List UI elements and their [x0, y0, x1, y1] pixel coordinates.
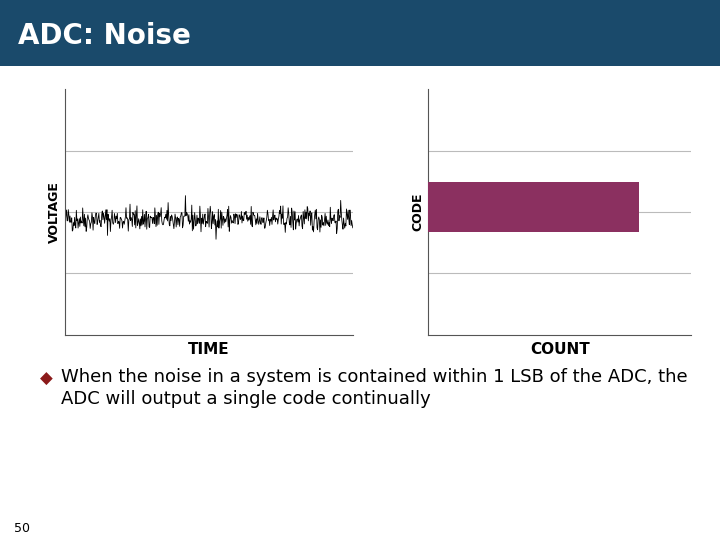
Text: ADC: Noise: ADC: Noise: [18, 22, 191, 50]
Y-axis label: CODE: CODE: [411, 193, 424, 231]
Y-axis label: VOLTAGE: VOLTAGE: [48, 181, 60, 243]
Text: ADC will output a single code continually: ADC will output a single code continuall…: [61, 390, 431, 408]
Text: 50: 50: [14, 522, 30, 535]
Bar: [428, 183, 639, 232]
X-axis label: TIME: TIME: [188, 342, 230, 357]
Text: When the noise in a system is contained within 1 LSB of the ADC, the: When the noise in a system is contained …: [61, 368, 688, 386]
X-axis label: COUNT: COUNT: [530, 342, 590, 357]
Text: ◆: ◆: [40, 370, 53, 388]
